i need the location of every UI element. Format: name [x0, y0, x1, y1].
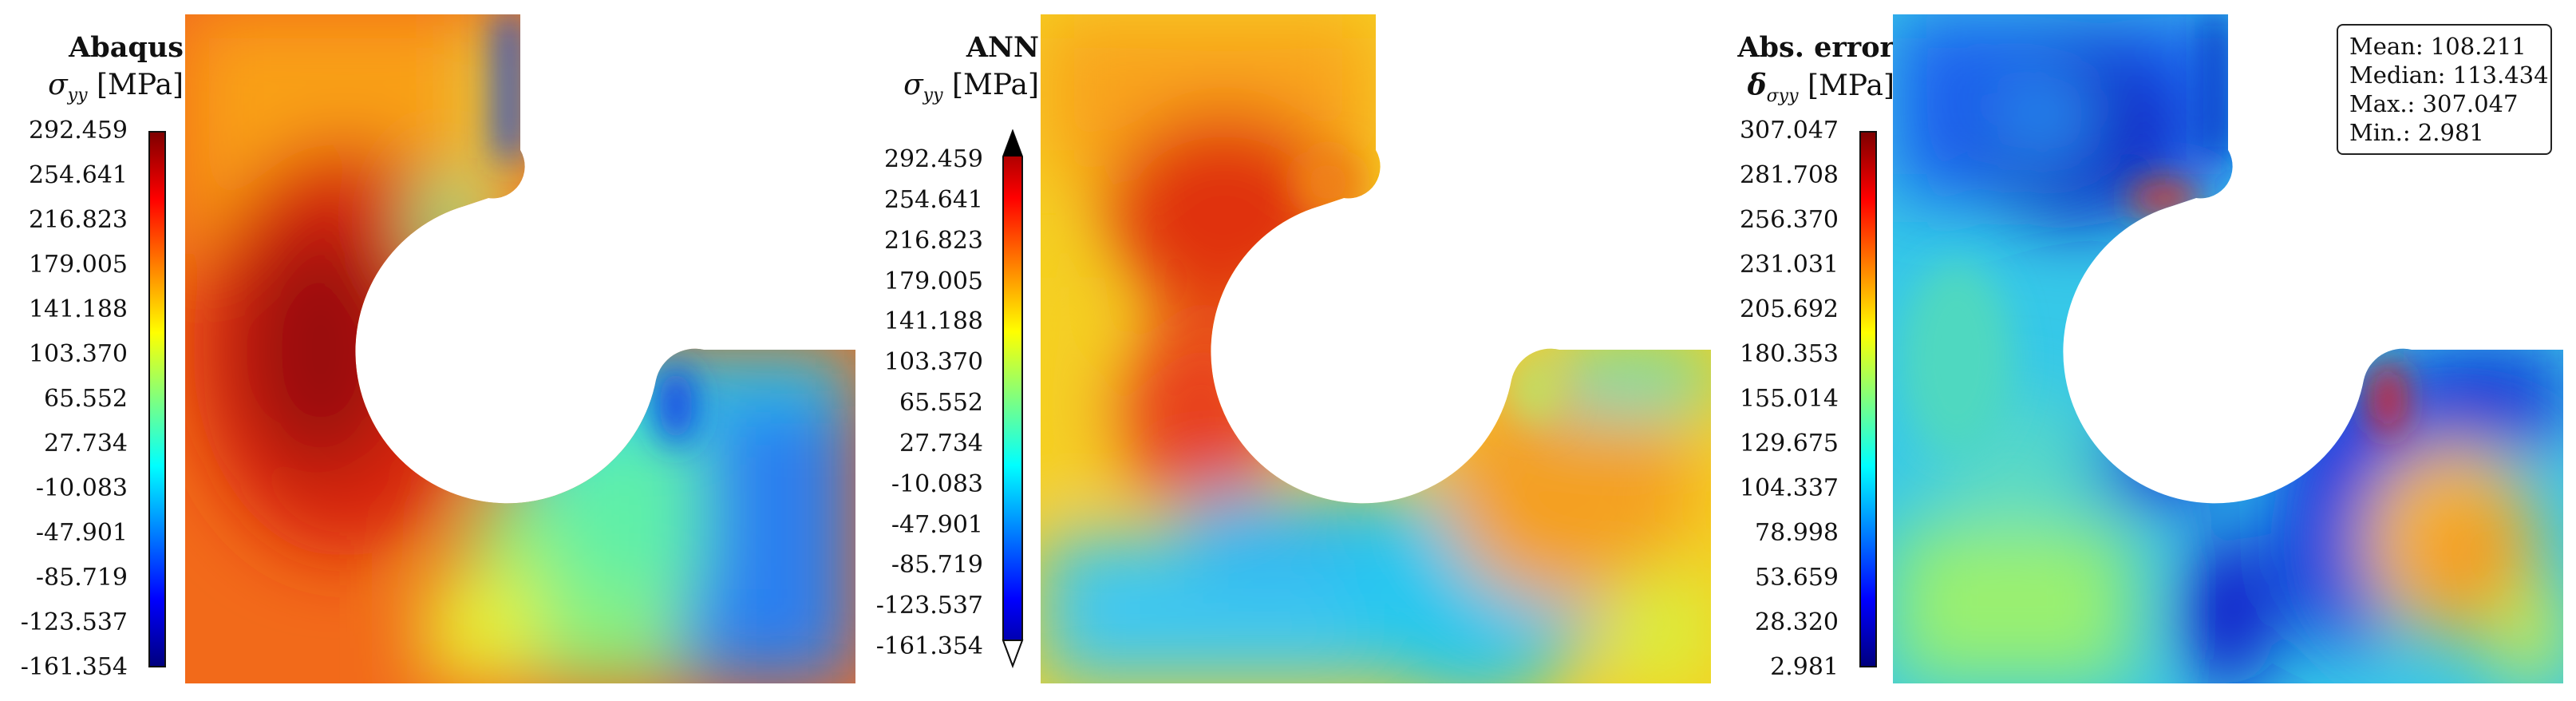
stress-field-plot [1041, 14, 1711, 683]
tick-label: 180.353 [1739, 340, 1839, 368]
tick-label: 216.823 [28, 206, 128, 234]
panel-ann: ANN σyy [MPa] 292.459 254.641 216.823 17… [855, 0, 1717, 701]
tick-label: -123.537 [20, 608, 128, 636]
tick-label: 103.370 [28, 340, 128, 368]
panel-abs-error: Abs. error δσyy [MPa] 307.047 281.708 25… [1711, 0, 2576, 701]
tick-label: 155.014 [1739, 385, 1839, 413]
colorbar-ticks: 307.047 281.708 256.370 231.031 205.692 … [1687, 119, 1839, 679]
stat-median: Median: 113.434 [2349, 61, 2549, 89]
tick-label: 216.823 [883, 226, 983, 255]
tick-label: 103.370 [883, 348, 983, 377]
colorbar-ticks: 292.459 254.641 216.823 179.005 141.188 … [0, 119, 128, 679]
tick-label: -161.354 [875, 632, 983, 660]
stat-min: Min.: 2.981 [2349, 119, 2484, 146]
tick-label: -10.083 [891, 469, 983, 498]
legend-title-block: Abaqus σyy [MPa] [0, 30, 184, 116]
error-statistics-box: Mean: 108.211 Median: 113.434 Max.: 307.… [2337, 24, 2552, 155]
tick-label: 231.031 [1739, 251, 1839, 279]
tick-label: 307.047 [1739, 117, 1839, 145]
colorbar-ticks: 292.459 254.641 216.823 179.005 141.188 … [832, 148, 983, 659]
tick-label: 292.459 [28, 117, 128, 145]
tick-label: 141.188 [883, 307, 983, 336]
tick-label: 53.659 [1755, 563, 1839, 592]
tick-label: 2.981 [1770, 653, 1839, 681]
tick-label: 179.005 [28, 251, 128, 279]
tick-label: 28.320 [1755, 608, 1839, 636]
stress-field-plot [185, 14, 855, 683]
legend-title-block: Abs. error δσyy [MPa] [1711, 30, 1894, 117]
tick-label: 254.641 [28, 160, 128, 189]
tick-label: 129.675 [1739, 429, 1839, 457]
colorbar [148, 131, 166, 667]
quantity-label: σyy [MPa] [48, 69, 184, 106]
tick-label: 292.459 [883, 145, 983, 173]
panel-title: ANN [966, 31, 1039, 64]
tick-label: -10.083 [35, 474, 128, 502]
tick-label: -47.901 [35, 519, 128, 547]
tick-label: -85.719 [35, 563, 128, 592]
tick-label: 141.188 [28, 295, 128, 323]
tick-label: 27.734 [899, 429, 983, 457]
tick-label: 78.998 [1755, 519, 1839, 547]
quantity-label: σyy [MPa] [903, 69, 1039, 106]
panel-title: Abs. error [1737, 31, 1894, 64]
tick-label: 205.692 [1739, 295, 1839, 323]
tick-label: -85.719 [891, 551, 983, 580]
quantity-label: δσyy [MPa] [1747, 69, 1894, 107]
tick-label: -161.354 [20, 653, 128, 681]
colorbar [1859, 131, 1877, 667]
panel-abaqus: Abaqus σyy [MPa] 292.459 254.641 216.823… [0, 0, 862, 701]
tick-label: -123.537 [875, 592, 983, 620]
tick-label: 256.370 [1739, 206, 1839, 234]
stat-max: Max.: 307.047 [2349, 90, 2519, 117]
tick-label: 65.552 [899, 389, 983, 417]
tick-label: 104.337 [1739, 474, 1839, 502]
stat-mean: Mean: 108.211 [2349, 33, 2527, 60]
tick-label: 27.734 [44, 429, 128, 457]
tick-label: 281.708 [1739, 160, 1839, 189]
tick-label: 65.552 [44, 385, 128, 413]
tick-label: -47.901 [891, 510, 983, 539]
tick-label: 254.641 [883, 185, 983, 214]
error-field-plot [1893, 14, 2563, 683]
legend-title-block: ANN σyy [MPa] [855, 30, 1039, 116]
tick-label: 179.005 [883, 267, 983, 295]
panel-title: Abaqus [69, 31, 184, 64]
colorbar-extended [1002, 129, 1024, 668]
